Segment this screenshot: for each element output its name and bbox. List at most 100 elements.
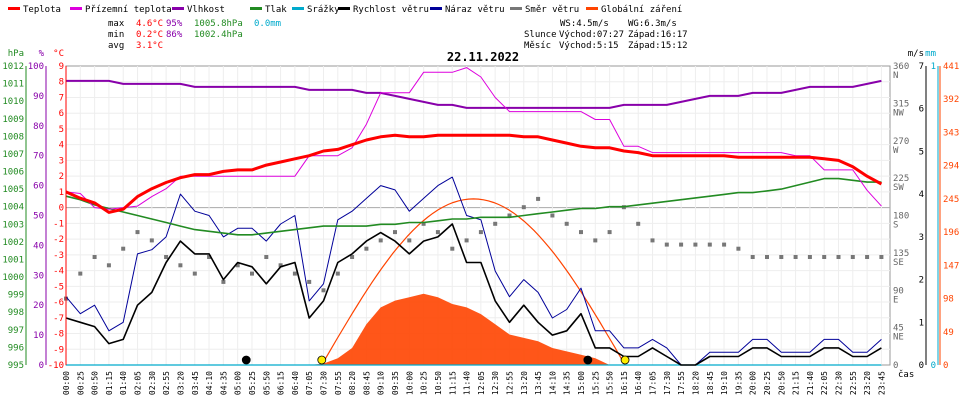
x-tick-label: 17:30 [663,371,672,395]
wind-direction-point [321,288,326,293]
x-tick-label: 04:35 [219,371,228,395]
wind-direction-point [106,263,111,268]
legend-label-2: Přízemní teplota [85,5,172,15]
wind-direction-point [335,271,340,276]
wind-direction-point [507,213,512,218]
axis-humidity-tick: 30 [33,271,44,281]
x-tick-label: 20:00 [749,371,758,395]
axis-radiation-tick: 245 [943,195,959,205]
astro-ws: WS:4.5m/s [560,19,609,29]
x-tick-label: 02:30 [148,371,157,395]
x-axis-label: čas [898,369,914,380]
axis-pressure-tick: 1002 [2,238,24,248]
marker-sunset [620,355,630,365]
axis-direction-tick: 180 [893,212,909,222]
axis-direction-tick: 0 [893,361,898,371]
axis-pressure-tick: 1010 [2,97,24,107]
astro-moon: Měsíc [524,41,551,51]
legend-swatch-6 [338,7,350,10]
axis-pressure-tick: 1003 [2,220,24,230]
axis-radiation-tick: 0 [943,361,948,371]
x-tick-label: 20:25 [763,371,772,395]
x-tick-label: 08:20 [348,371,357,395]
x-tick-label: 09:10 [377,371,386,395]
legend: Teplota Přízemní teplota Vlhkost Tlak Srážky… [8,5,682,15]
wind-direction-point [850,255,855,259]
stat-max-hum: 95% [166,19,183,29]
wind-direction-point [793,255,798,259]
wind-direction-point [135,230,140,235]
axis-radiation: 0 49 98 147 196 245 294 343 392 441 [939,62,959,371]
x-tick-label: 22:05 [820,371,829,395]
legend-swatch-9 [586,7,598,10]
axis-direction-tick: 360 [893,62,909,72]
axis-radiation-tick: 49 [943,328,954,338]
wind-direction-point [536,196,541,201]
x-tick-label: 07:30 [320,371,329,395]
stat-max-temp: 4.6°C [136,19,163,29]
legend-label-6: Rychlost větru [353,5,429,15]
axis-humidity-tick: 80 [33,122,44,132]
stat-max-label: max [108,19,125,29]
axis-direction-tick: 315 [893,99,909,109]
wind-direction-point [879,255,884,259]
legend-swatch-2 [70,7,82,10]
axis-direction-tick: 90 [893,286,904,296]
axis-precipitation: 0 1 mm [925,49,939,371]
axis-wind-speed-unit: m/s [908,49,924,59]
marker-moonrise [241,355,251,365]
chart-title: 22.11.2022 [447,50,519,64]
wind-direction-point [307,279,312,284]
x-tick-label: 23:20 [863,371,872,395]
axis-humidity-tick: 10 [33,331,44,341]
axis-direction-tick: 270 [893,137,909,147]
x-tick-label: 12:55 [505,371,514,395]
axis-pressure-tick: 1004 [2,203,24,213]
x-tick-label: 08:45 [362,371,371,395]
wind-direction-point [207,255,212,259]
wind-direction-point [235,263,240,268]
wind-direction-point [292,271,297,276]
x-tick-label: 04:10 [205,371,214,395]
axis-radiation-tick: 147 [943,261,959,271]
wind-direction-point [221,279,226,284]
wind-direction-point [364,246,369,251]
axis-pressure-tick: 1001 [2,255,24,265]
axis-temperature-tick: 6 [59,109,64,119]
axis-temperature-tick: -6 [53,298,64,308]
x-tick-label: 17:55 [677,371,686,395]
x-tick-label: 05:25 [248,371,257,395]
series-humidity [66,79,882,109]
wind-direction-point [750,255,755,259]
x-tick-label: 15:25 [591,371,600,395]
axis-direction-name: SW [893,183,904,193]
wind-direction-point [707,242,712,247]
wind-direction-point [521,205,526,210]
astro-sun-rise: Východ:07:27 [559,30,624,40]
axis-wind-speed-tick: 3 [919,233,924,243]
axis-pressure-tick: 1005 [2,185,24,195]
wind-direction-point [765,255,769,259]
wind-direction-point [92,255,97,259]
axis-temperature-tick: 7 [59,93,64,103]
axis-radiation-tick: 196 [943,228,959,238]
axis-direction-name: NE [893,333,904,343]
wind-direction-point [865,255,870,259]
wind-direction-point [250,271,254,276]
axis-temperature-tick: -7 [53,314,64,324]
axis-direction-tick: 45 [893,324,904,334]
x-tick-label: 11:40 [463,371,472,395]
wind-direction-point [407,238,412,243]
stat-min-press: 1002.4hPa [194,30,243,40]
axis-radiation-tick: 294 [943,162,959,172]
x-tick-label: 01:15 [105,371,114,395]
legend-swatch-7 [430,7,442,10]
wind-direction-point [435,230,440,235]
wind-direction-point [421,221,426,226]
wind-direction-point [178,263,183,268]
axis-radiation-tick: 343 [943,128,959,138]
legend-swatch-8 [510,7,522,10]
wind-direction-point [164,255,169,259]
axis-pressure-tick: 995 [8,361,24,371]
axis-temperature-tick: 3 [59,156,64,166]
